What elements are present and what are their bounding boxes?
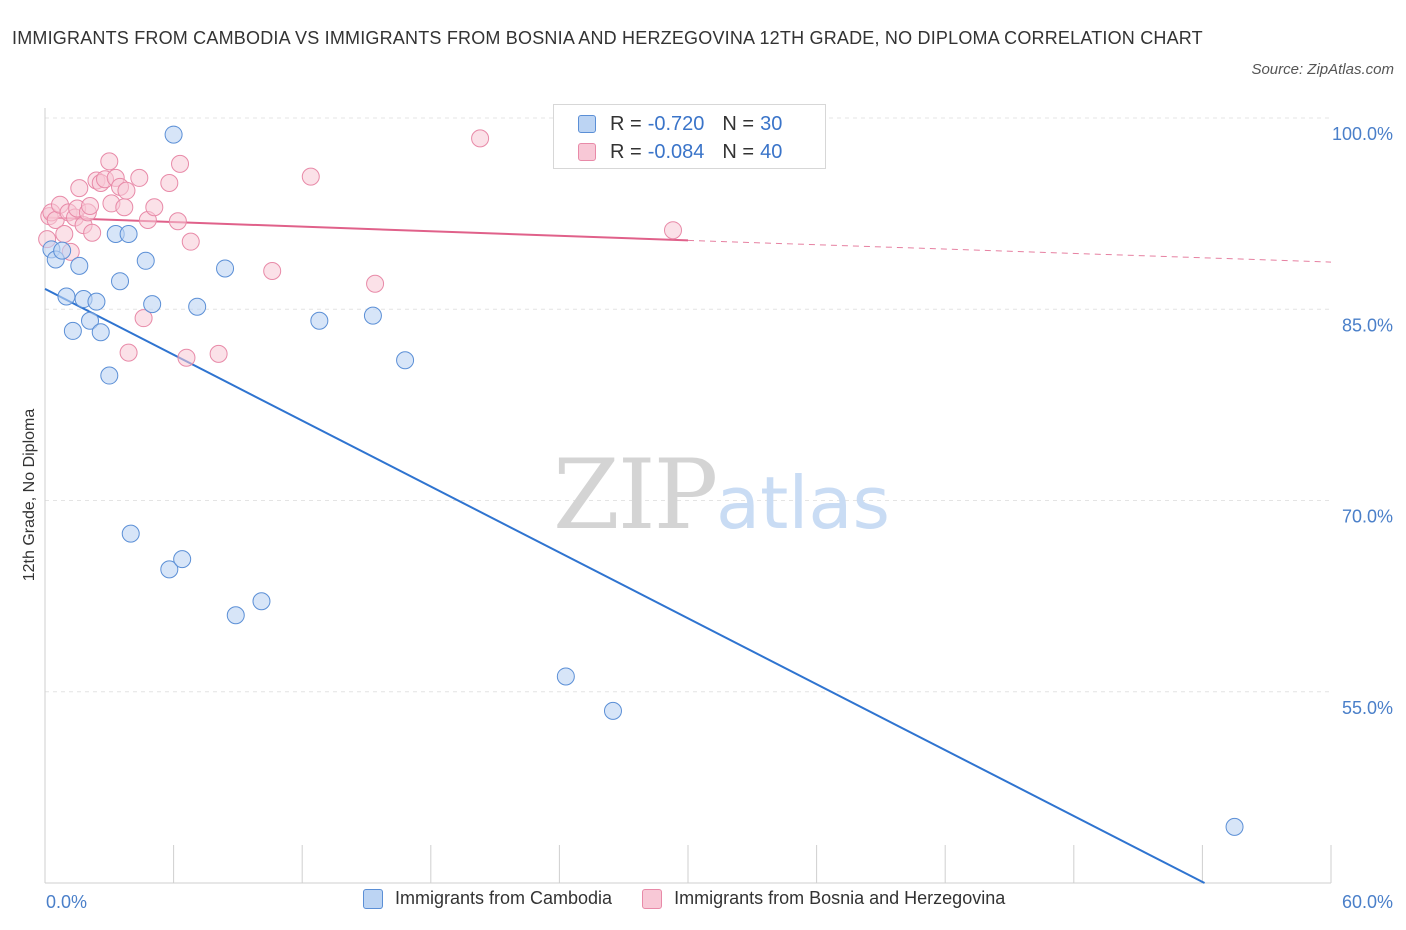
legend-item-bosnia[interactable]: Immigrants from Bosnia and Herzegovina — [642, 888, 1005, 909]
n-label: N = — [722, 112, 755, 135]
data-point-cambodia — [63, 321, 82, 340]
r-value-cambodia: -0.720 — [647, 112, 705, 135]
data-point-bosnia — [263, 262, 282, 280]
r-label: R = — [610, 140, 642, 163]
legend-swatch-bosnia — [642, 888, 663, 909]
data-point-cambodia — [121, 524, 140, 543]
data-point-bosnia — [55, 225, 74, 244]
watermark: ZIP atlas — [553, 439, 890, 551]
data-point-bosnia — [100, 152, 119, 171]
legend-label-cambodia: Immigrants from Cambodia — [395, 888, 613, 908]
stats-legend: R = -0.720 N = 30 R = -0.084 N = 40 — [553, 104, 826, 169]
data-point-bosnia — [366, 274, 385, 293]
data-point-cambodia — [252, 592, 271, 611]
data-point-cambodia — [119, 225, 138, 244]
data-point-cambodia — [173, 550, 192, 569]
legend-row-cambodia: R = -0.720 N = 30 — [578, 111, 788, 137]
watermark-atlas: atlas — [716, 461, 890, 545]
series-cambodia-points — [42, 125, 1244, 836]
r-label: R = — [610, 112, 642, 135]
x-tick-label-min: 0.0% — [46, 892, 87, 912]
data-point-bosnia — [117, 181, 136, 200]
data-point-bosnia — [209, 344, 228, 363]
data-point-cambodia — [216, 259, 235, 278]
data-point-cambodia — [164, 125, 183, 144]
grid-lines — [45, 117, 1331, 693]
chart-title: IMMIGRANTS FROM CAMBODIA VS IMMIGRANTS F… — [12, 28, 1203, 48]
data-point-cambodia — [1225, 817, 1244, 836]
n-value-cambodia: 30 — [760, 112, 783, 135]
data-point-cambodia — [57, 287, 76, 306]
data-point-bosnia — [663, 221, 682, 240]
data-point-cambodia — [53, 241, 72, 260]
watermark-zip: ZIP — [553, 439, 716, 551]
legend-swatch-bosnia — [578, 143, 596, 161]
data-point-cambodia — [87, 292, 106, 311]
n-label: N = — [722, 140, 755, 163]
data-point-cambodia — [160, 560, 179, 579]
data-point-cambodia — [310, 311, 329, 330]
x-tick-label-max: 60.0% — [1342, 892, 1393, 912]
trendline-bosnia-extension — [687, 239, 1332, 263]
data-point-cambodia — [70, 256, 89, 275]
y-tick-label: 100.0% — [1332, 124, 1393, 144]
legend-label-bosnia: Immigrants from Bosnia and Herzegovina — [674, 888, 1006, 908]
series-legend: Immigrants from Cambodia Immigrants from… — [363, 888, 1035, 909]
data-point-bosnia — [83, 223, 102, 242]
y-axis-label: 12th Grade, No Diploma — [21, 409, 38, 582]
data-point-bosnia — [70, 179, 89, 198]
data-point-bosnia — [471, 129, 490, 148]
data-point-bosnia — [119, 343, 138, 362]
data-point-bosnia — [177, 348, 196, 367]
legend-swatch-cambodia — [363, 888, 383, 909]
y-tick-label: 55.0% — [1342, 698, 1393, 718]
data-point-bosnia — [115, 198, 134, 217]
data-point-bosnia — [181, 232, 200, 251]
data-point-bosnia — [145, 198, 164, 217]
source-label: Source: ZipAtlas.com — [1251, 61, 1394, 78]
data-point-cambodia — [111, 272, 130, 291]
tick-labels: 55.0% 70.0% 85.0% 100.0% 0.0% 60.0% — [46, 124, 1393, 912]
data-point-bosnia — [301, 167, 320, 186]
data-point-bosnia — [171, 154, 190, 173]
y-tick-label: 70.0% — [1342, 507, 1393, 527]
data-point-cambodia — [603, 701, 622, 720]
data-point-cambodia — [81, 311, 100, 330]
data-point-cambodia — [143, 295, 162, 314]
r-value-bosnia: -0.084 — [647, 140, 705, 163]
data-point-bosnia — [134, 309, 153, 328]
data-point-cambodia — [91, 323, 110, 342]
legend-swatch-cambodia — [578, 115, 596, 133]
data-point-cambodia — [100, 366, 119, 385]
trendline-cambodia — [44, 287, 1205, 884]
data-point-bosnia — [81, 196, 100, 215]
data-point-cambodia — [556, 667, 575, 686]
data-point-cambodia — [188, 297, 207, 316]
legend-row-bosnia: R = -0.084 N = 40 — [578, 139, 788, 165]
series-bosnia-points — [38, 129, 682, 367]
n-value-bosnia: 40 — [760, 140, 783, 163]
y-tick-label: 85.0% — [1342, 315, 1393, 335]
data-point-bosnia — [130, 168, 149, 187]
data-point-cambodia — [226, 606, 245, 625]
data-point-cambodia — [136, 251, 155, 270]
legend-item-cambodia[interactable]: Immigrants from Cambodia — [363, 888, 612, 909]
data-point-cambodia — [363, 306, 382, 325]
data-point-cambodia — [396, 351, 415, 370]
data-point-bosnia — [168, 212, 187, 231]
data-point-bosnia — [160, 174, 179, 193]
